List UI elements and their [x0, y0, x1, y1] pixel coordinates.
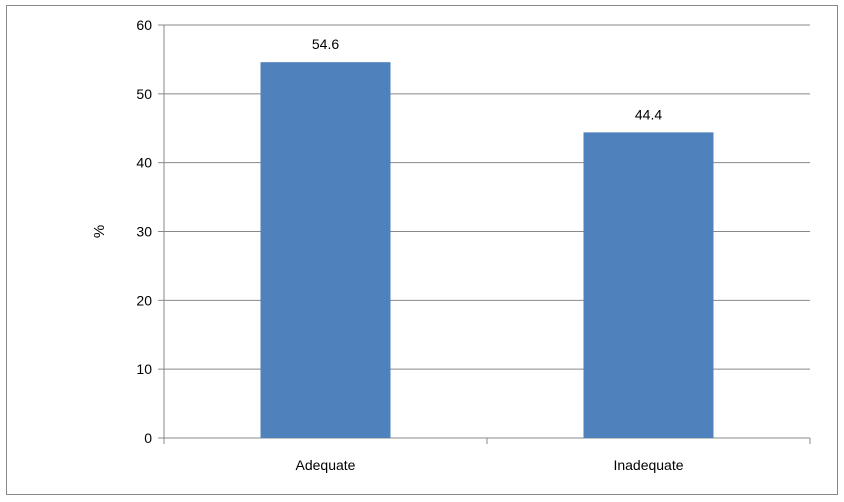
y-tick-label: 10 [136, 361, 152, 377]
bar-inadequate [583, 132, 714, 438]
y-tick-label: 40 [136, 155, 152, 171]
y-tick-label: 50 [136, 86, 152, 102]
y-tick-label: 60 [136, 17, 152, 33]
bars [260, 62, 714, 439]
labels: 0 10 20 30 40 50 60 54.6 Adequate 44.4 Inadequate [136, 17, 683, 473]
data-label: 54.6 [312, 36, 339, 52]
y-axis-title: % [91, 225, 108, 238]
y-tick-label: 20 [136, 292, 152, 308]
x-category-label: Adequate [296, 457, 356, 473]
data-label: 44.4 [635, 106, 662, 122]
y-tick-label: 0 [144, 430, 152, 446]
x-category-label: Inadequate [613, 457, 683, 473]
y-tick-label: 30 [136, 224, 152, 240]
bar-adequate [260, 62, 391, 439]
